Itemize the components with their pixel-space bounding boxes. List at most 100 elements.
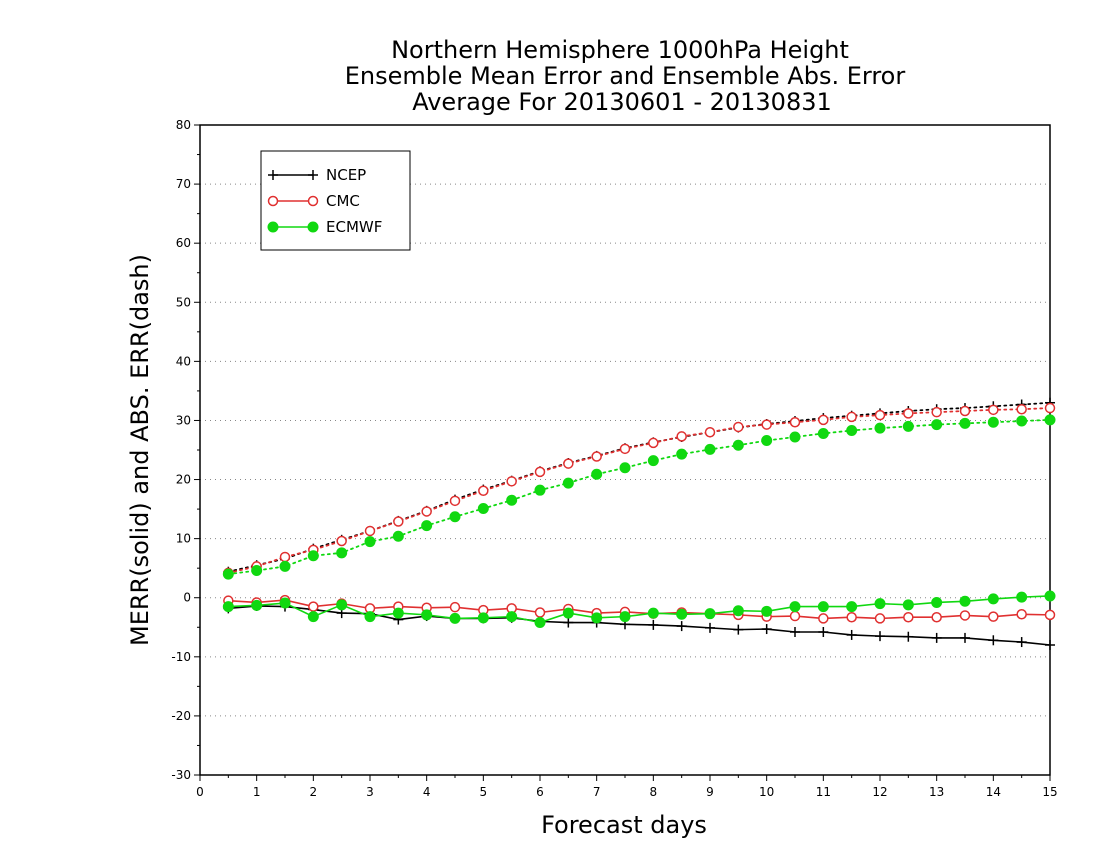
ecmwf-abs-err-point (364, 536, 376, 548)
legend-label: NCEP (326, 166, 366, 184)
cmc-abs-err-point (733, 421, 744, 433)
cmc-abs-err-point (789, 416, 801, 428)
ecmwf-merr-point (421, 609, 433, 621)
cmc-merr-point (959, 610, 971, 621)
ncep-merr-point (761, 624, 772, 635)
x-tick-label: 8 (650, 785, 658, 799)
legend-item-ncep: NCEP (268, 166, 366, 184)
y-tick-label: -10 (171, 650, 191, 664)
cmc-abs-err-point (931, 406, 942, 418)
ecmwf-abs-err-point (647, 455, 659, 467)
title-line-2: Ensemble Mean Error and Ensemble Abs. Er… (345, 62, 906, 90)
ecmwf-abs-err-point (619, 462, 631, 474)
ecmwf-merr-point (562, 607, 574, 619)
ecmwf-abs-err-point (874, 422, 886, 434)
ecmwf-abs-err-point (704, 443, 716, 455)
ncep-merr-point (676, 621, 687, 632)
ncep-merr-point (903, 631, 914, 642)
cmc-merr-point (874, 613, 886, 624)
ecmwf-abs-err-point (846, 425, 858, 436)
cmc-merr-point (988, 611, 999, 622)
ecmwf-abs-err-point (789, 431, 801, 443)
ecmwf-abs-err-point (987, 416, 999, 428)
ncep-merr-point (960, 632, 970, 643)
legend-label: ECMWF (326, 218, 382, 236)
series-ecmwf (222, 414, 1056, 629)
ecmwf-merr-point (534, 617, 546, 629)
y-tick-label: 0 (183, 591, 191, 605)
x-tick-label: 4 (423, 785, 431, 799)
ecmwf-merr-point (846, 601, 858, 613)
ecmwf-abs-err-point (562, 477, 574, 489)
ecmwf-merr-point (449, 612, 461, 624)
ecmwf-merr-point (619, 611, 631, 623)
ecmwf-abs-err-point (307, 550, 319, 562)
x-tick-label: 13 (929, 785, 944, 799)
x-tick-label: 14 (986, 785, 1001, 799)
chart-title: Northern Hemisphere 1000hPa Height Ensem… (345, 36, 906, 116)
ncep-merr-point (1045, 640, 1055, 650)
ecmwf-merr-point (1044, 590, 1056, 602)
ecmwf-merr-line (228, 595, 1051, 624)
ecmwf-merr-point (222, 601, 234, 613)
x-tick-label: 6 (536, 785, 544, 799)
ncep-merr-point (846, 629, 857, 640)
x-tick-label: 11 (816, 785, 831, 799)
series-layer (222, 397, 1056, 650)
x-axis-label: Forecast days (541, 811, 707, 839)
legend-marker (308, 170, 318, 180)
ecmwf-abs-err-point (959, 417, 971, 429)
y-tick-label: 80 (176, 118, 191, 132)
ecmwf-merr-point (477, 612, 489, 624)
ecmwf-abs-err-point (336, 547, 348, 559)
y-tick-label: -30 (171, 768, 191, 782)
ecmwf-merr-point (789, 601, 801, 613)
cmc-abs-err-point (818, 414, 829, 426)
gridlines (200, 183, 1050, 717)
cmc-abs-err-point (959, 405, 971, 417)
x-tick-label: 1 (253, 785, 261, 799)
ecmwf-abs-err-point (449, 511, 461, 523)
ecmwf-merr-point (931, 596, 943, 608)
x-tick-label: 2 (310, 785, 318, 799)
ecmwf-abs-err-point (279, 560, 291, 572)
legend-marker (268, 170, 278, 180)
cmc-merr-point (931, 611, 942, 623)
ecmwf-abs-err-point (817, 427, 829, 439)
legend-marker (307, 221, 319, 233)
ncep-merr-point (1016, 637, 1027, 648)
cmc-abs-err-point (534, 466, 546, 478)
title-line-3: Average For 20130601 - 20130831 (412, 88, 832, 116)
x-tick-label: 3 (366, 785, 374, 799)
ecmwf-merr-point (676, 608, 688, 620)
ecmwf-abs-err-point (1016, 415, 1028, 427)
cmc-abs-err-point (336, 535, 347, 547)
cmc-merr-point (308, 601, 319, 612)
ecmwf-abs-err-point (477, 503, 489, 514)
cmc-merr-point (846, 611, 857, 623)
cmc-abs-err-point (1044, 402, 1056, 414)
ecmwf-merr-point (732, 605, 744, 617)
legend-item-cmc: CMC (267, 192, 360, 210)
legend-marker (267, 195, 279, 207)
x-tick-label: 7 (593, 785, 601, 799)
cmc-abs-err-point (676, 431, 687, 442)
ecmwf-abs-err-point (761, 435, 773, 447)
y-tick-label: 10 (176, 532, 191, 546)
cmc-abs-err-point (761, 419, 772, 430)
cmc-abs-err-point (421, 506, 432, 517)
cmc-abs-err-point (449, 495, 461, 507)
legend-item-ecmwf: ECMWF (267, 218, 382, 236)
ecmwf-abs-err-point (421, 520, 433, 532)
ecmwf-abs-err-point (506, 494, 518, 506)
y-tick-label: 60 (176, 236, 191, 250)
ecmwf-abs-err-point (591, 468, 603, 480)
x-tick-label: 12 (872, 785, 887, 799)
y-tick-label: 70 (176, 177, 191, 191)
ecmwf-abs-err-point (902, 420, 914, 432)
cmc-abs-err-point (704, 427, 716, 438)
cmc-abs-err-point (506, 476, 517, 487)
cmc-merr-point (534, 607, 546, 618)
ecmwf-merr-point (392, 607, 404, 619)
